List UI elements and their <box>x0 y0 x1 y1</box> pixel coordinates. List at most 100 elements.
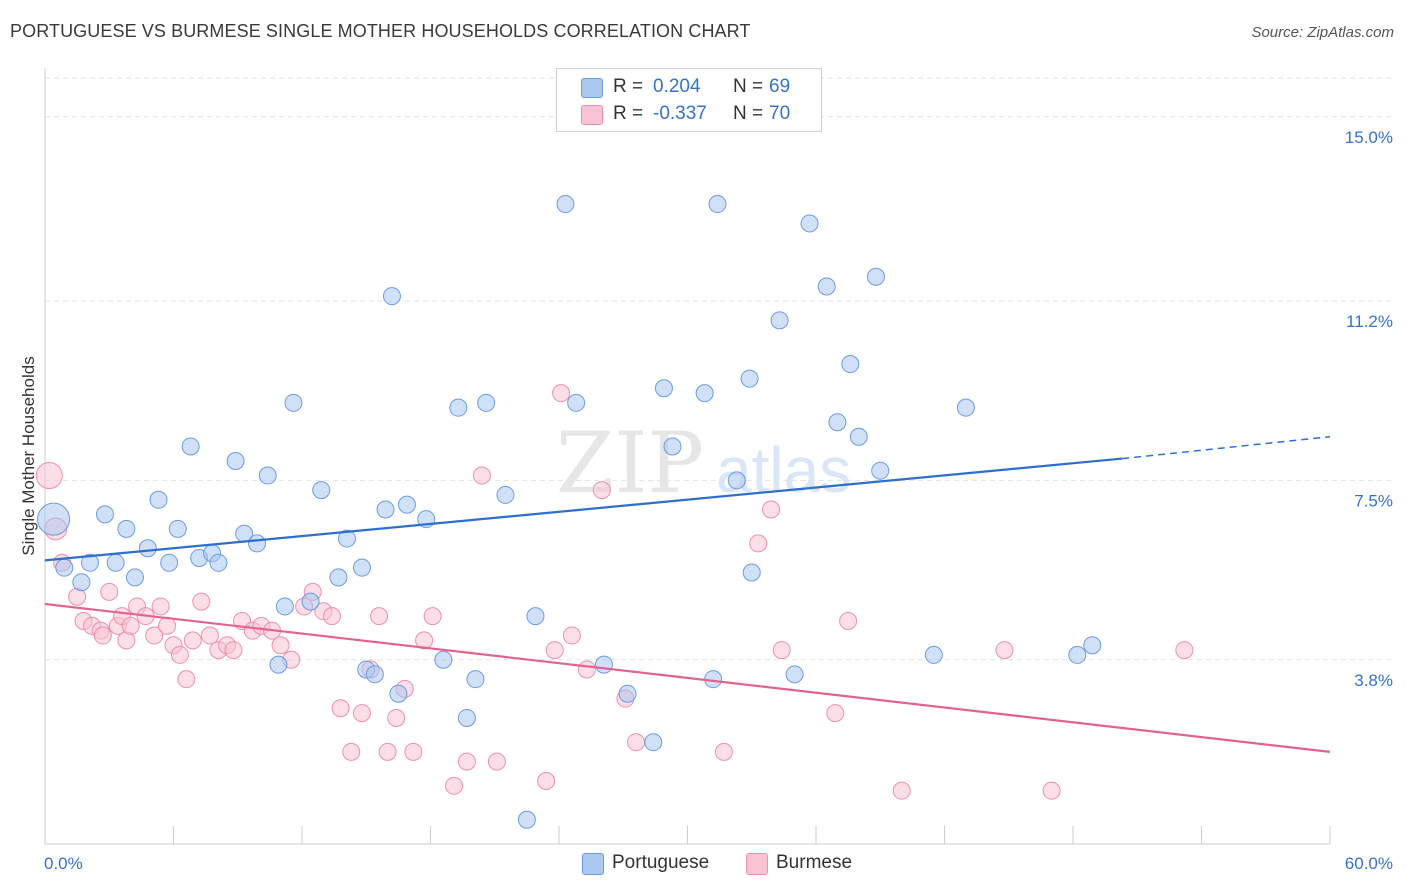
portuguese-point <box>800 214 819 233</box>
x-tick-label-max: 60.0% <box>1345 854 1393 873</box>
burmese-point <box>1042 781 1061 800</box>
portuguese-point <box>434 650 453 669</box>
y-tick-label: 3.8% <box>1354 671 1393 690</box>
portuguese-point <box>785 665 804 684</box>
portuguese-point <box>449 398 468 417</box>
burmese-point <box>472 466 491 485</box>
bottom-legend-label-burmese: Burmese <box>776 852 853 873</box>
portuguese-point <box>138 539 157 558</box>
portuguese-point <box>956 398 975 417</box>
portuguese-point <box>95 505 114 524</box>
burmese-point <box>772 641 791 660</box>
portuguese-point <box>117 519 136 538</box>
portuguese-point <box>168 519 187 538</box>
burmese-point <box>200 626 219 645</box>
portuguese-point <box>708 195 727 214</box>
chart-title: PORTUGUESE VS BURMESE SINGLE MOTHER HOUS… <box>10 21 751 41</box>
grid-lines <box>45 77 1392 661</box>
portuguese-point <box>269 655 288 674</box>
burmese-point <box>423 607 442 626</box>
burmese-point <box>487 752 506 771</box>
portuguese-point <box>125 568 144 587</box>
legend-swatch-burmese <box>581 105 603 125</box>
burmese-point <box>158 616 177 635</box>
portuguese-point <box>80 553 99 572</box>
portuguese-point <box>742 563 761 582</box>
portuguese-point <box>376 500 395 519</box>
legend-r-label: R = <box>613 76 644 97</box>
portuguese-point <box>389 684 408 703</box>
burmese-point <box>545 641 564 660</box>
portuguese-point <box>526 607 545 626</box>
portuguese-point <box>284 393 303 412</box>
portuguese-point <box>181 437 200 456</box>
burmese-trend-line <box>44 602 1331 753</box>
portuguese-point <box>817 277 836 296</box>
legend-r-value-burmese: -0.337 <box>653 103 707 124</box>
bottom-legend-swatch-portuguese <box>582 853 604 875</box>
portuguese-point <box>258 466 277 485</box>
tick-labels: 3.8% 7.5% 11.2% 15.0% 0.0% 60.0% <box>44 128 1393 873</box>
portuguese-point <box>618 684 637 703</box>
axes <box>44 68 1331 845</box>
bottom-legend-label-portuguese: Portuguese <box>612 852 710 873</box>
y-tick-label: 15.0% <box>1345 128 1393 147</box>
y-axis-label: Single Mother Households <box>19 356 38 555</box>
portuguese-point <box>248 534 267 553</box>
y-tick-label: 7.5% <box>1354 491 1393 510</box>
legend-n-value-portuguese: 69 <box>769 76 791 97</box>
portuguese-point <box>226 452 245 470</box>
portuguese-point <box>695 384 714 403</box>
portuguese-point <box>727 471 746 490</box>
burmese-point <box>995 641 1014 660</box>
portuguese-point <box>37 502 71 536</box>
burmese-point <box>577 660 596 679</box>
burmese-point <box>342 742 361 761</box>
legend-n-label: N = <box>733 76 764 97</box>
legend-r-label: R = <box>613 103 644 124</box>
burmese-point <box>627 733 646 752</box>
portuguese-trend-line <box>44 457 1123 562</box>
portuguese-point <box>654 379 673 398</box>
burmese-point <box>331 699 350 718</box>
burmese-point <box>714 742 733 761</box>
burmese-point <box>370 607 389 626</box>
burmese-point <box>839 611 858 630</box>
portuguese-point <box>352 558 371 577</box>
burmese-point <box>100 582 119 601</box>
portuguese-point <box>365 665 384 684</box>
portuguese-point <box>337 529 356 548</box>
portuguese-point <box>740 369 759 388</box>
burmese-point <box>145 626 164 645</box>
portuguese-point <box>1068 645 1087 664</box>
portuguese-point <box>770 311 789 330</box>
burmese-point <box>892 781 911 800</box>
legend-swatch-portuguese <box>581 78 603 98</box>
burmese-point <box>826 704 845 723</box>
burmese-point <box>749 534 768 553</box>
burmese-point <box>457 752 476 771</box>
burmese-point <box>445 776 464 795</box>
burmese-point <box>322 607 341 626</box>
portuguese-point <box>841 355 860 374</box>
burmese-point <box>192 592 211 611</box>
burmese-point <box>35 462 63 490</box>
portuguese-point <box>644 733 663 752</box>
portuguese-point <box>663 437 682 456</box>
legend-n-value-burmese: 70 <box>769 103 791 124</box>
burmese-point <box>762 500 781 519</box>
burmese-point <box>224 641 243 660</box>
portuguese-point <box>924 645 943 664</box>
y-tick-label: 11.2% <box>1346 312 1393 331</box>
source-label: Source: ZipAtlas.com <box>1251 24 1394 41</box>
burmese-point <box>387 708 406 727</box>
burmese-point <box>170 645 189 664</box>
legend-n-label: N = <box>733 103 764 124</box>
bottom-legend-swatch-burmese <box>746 853 768 875</box>
portuguese-point <box>828 413 847 432</box>
portuguese-point <box>301 592 320 611</box>
burmese-point <box>404 742 423 761</box>
portuguese-point <box>329 568 348 587</box>
portuguese-point <box>496 485 515 504</box>
portuguese-point <box>55 558 74 577</box>
